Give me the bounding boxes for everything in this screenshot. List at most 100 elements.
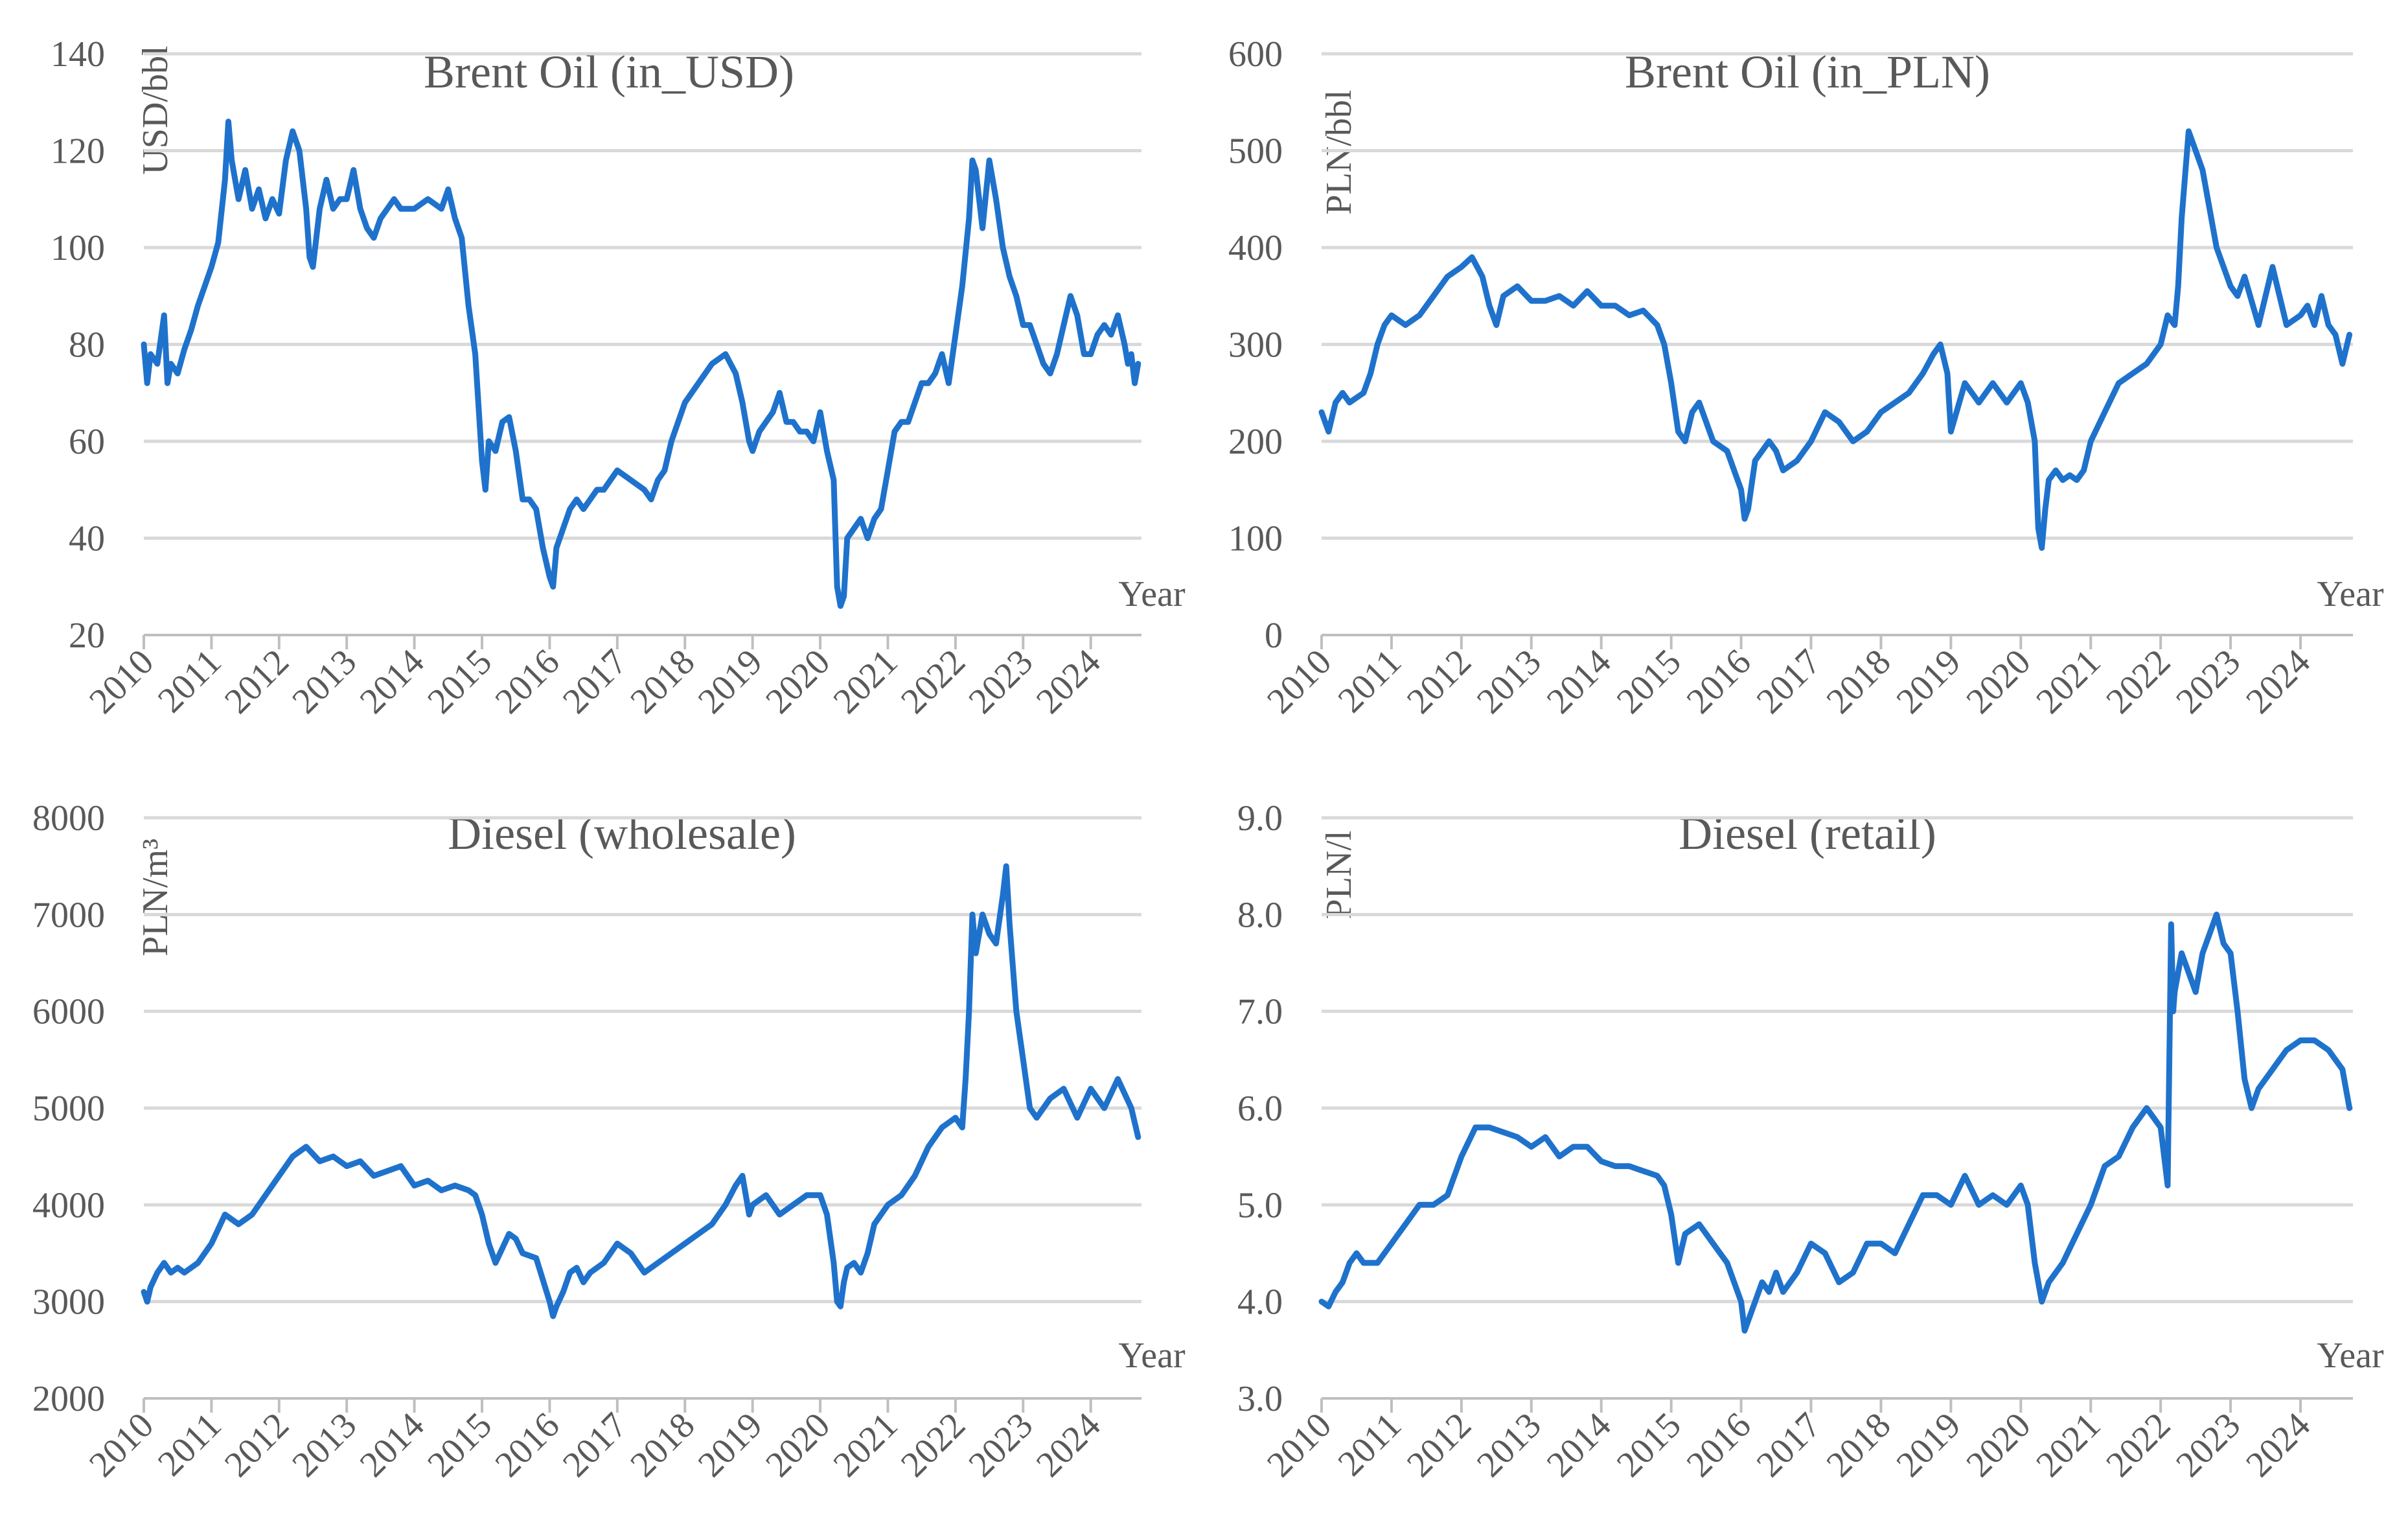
panel-brent-usd-ylabel: USD/bbl (135, 45, 176, 174)
panel-brent-usd: Brent Oil (in_USD) USD/bbl Year 20406080… (51, 34, 1186, 721)
panel-brent-usd-ytick-label: 100 (51, 228, 105, 268)
panel-diesel-wholesale-ytick-label: 7000 (32, 895, 105, 935)
panel-diesel-retail-xlabel: Year (2317, 1336, 2384, 1376)
panel-brent-pln-xtick-label: 2016 (1679, 642, 1759, 721)
panel-diesel-retail-ytick-label: 5.0 (1237, 1185, 1283, 1225)
panel-diesel-retail-xtick-label: 2023 (2168, 1405, 2248, 1485)
panel-diesel-wholesale-ytick-label: 2000 (32, 1379, 105, 1419)
panel-diesel-retail-ytick-label: 3.0 (1237, 1379, 1283, 1419)
panel-diesel-retail-xtick-label: 2019 (1889, 1405, 1969, 1485)
panel-diesel-retail-xtick-label: 2011 (1331, 1405, 1410, 1484)
panel-brent-usd-xtick-label: 2019 (691, 642, 770, 721)
panel-diesel-wholesale: Diesel (wholesale) PLN/m³ Year 2000 3000 4… (32, 798, 1186, 1485)
panel-brent-pln-xtick-label: 2019 (1889, 642, 1969, 721)
panel-brent-usd-xtick-label: 2016 (488, 642, 568, 721)
panel-diesel-wholesale-xtick-label: 2011 (150, 1405, 229, 1484)
panel-diesel-retail-series-line (1318, 911, 2353, 1334)
panel-diesel-wholesale-xtick-label: 2022 (893, 1405, 973, 1485)
panel-diesel-wholesale-xtick-label: 2012 (217, 1405, 297, 1485)
panel-diesel-wholesale-xtick-label: 2020 (758, 1405, 838, 1485)
panel-brent-pln-xtick-label: 2013 (1469, 642, 1549, 721)
panel-diesel-wholesale-xlabel: Year (1118, 1336, 1186, 1376)
panel-brent-pln: Brent Oil (in_PLN) PLN/bbl Year 01002003… (1228, 34, 2384, 721)
panel-brent-pln-xtick-label: 2017 (1749, 642, 1829, 721)
panel-brent-usd-xtick-label: 2011 (150, 642, 229, 721)
panel-diesel-retail-xtick-label: 2012 (1399, 1405, 1479, 1485)
panel-diesel-retail-xtick-label: 2024 (2238, 1405, 2318, 1485)
panel-brent-pln-xtick-label: 2020 (1958, 642, 2038, 721)
panel-diesel-wholesale-ylabel: PLN/m³ (135, 839, 176, 956)
panel-brent-usd-ytick-label: 20 (69, 616, 105, 656)
panel-brent-pln-ytick-label: 600 (1228, 34, 1283, 75)
panel-brent-pln-ytick-label: 100 (1228, 519, 1283, 559)
panel-diesel-wholesale-xtick-label: 2024 (1029, 1405, 1108, 1485)
panel-diesel-retail-ytick-label: 9.0 (1237, 798, 1283, 839)
panel-brent-pln-xtick-label: 2023 (2168, 642, 2248, 721)
panel-diesel-retail-xtick-label: 2017 (1749, 1405, 1829, 1485)
panel-brent-usd-xtick-label: 2017 (555, 642, 635, 721)
panel-diesel-wholesale-xtick-label: 2019 (691, 1405, 770, 1485)
panel-brent-usd-xtick-label: 2020 (758, 642, 838, 721)
panel-diesel-retail-xtick-label: 2014 (1539, 1405, 1619, 1485)
panel-diesel-wholesale-xtick-label: 2017 (555, 1405, 635, 1485)
panel-diesel-wholesale-xtick-label: 2016 (488, 1405, 568, 1485)
panel-diesel-retail-ytick-label: 7.0 (1237, 992, 1283, 1032)
panel-diesel-retail-ytick-label: 6.0 (1237, 1089, 1283, 1129)
panel-diesel-wholesale-title: Diesel (wholesale) (448, 807, 796, 859)
panel-brent-pln-xtick-label: 2024 (2238, 642, 2318, 721)
panel-diesel-wholesale-xtick-label: 2014 (352, 1405, 432, 1485)
panel-diesel-wholesale-ytick-label: 8000 (32, 798, 105, 839)
panel-brent-usd-xtick-label: 2018 (623, 642, 702, 721)
panel-diesel-wholesale-series-line (141, 863, 1141, 1319)
panel-diesel-retail-xtick-label: 2020 (1958, 1405, 2038, 1485)
panel-diesel-wholesale-xtick-label: 2015 (420, 1405, 499, 1485)
panel-brent-pln-xtick-label: 2015 (1609, 642, 1689, 721)
panel-brent-pln-xlabel: Year (2317, 574, 2384, 614)
panel-diesel-retail-xtick-label: 2016 (1679, 1405, 1759, 1485)
panel-brent-usd-ytick-label: 120 (51, 132, 105, 172)
panel-diesel-wholesale-xtick-label: 2018 (623, 1405, 702, 1485)
panel-brent-usd-xtick-label: 2021 (826, 642, 906, 721)
panel-brent-usd-ytick-label: 140 (51, 34, 105, 75)
panel-diesel-retail-ytick-label: 4.0 (1237, 1282, 1283, 1323)
panel-brent-pln-ytick-label: 0 (1265, 616, 1283, 656)
panel-diesel-retail-xtick-label: 2021 (2028, 1405, 2108, 1485)
panel-brent-pln-ytick-label: 300 (1228, 325, 1283, 365)
panel-brent-usd-xtick-label: 2014 (352, 642, 432, 721)
panel-diesel-wholesale-xtick-label: 2023 (961, 1405, 1040, 1485)
panel-brent-usd-xtick-label: 2022 (893, 642, 973, 721)
panel-diesel-retail-xtick-label: 2022 (2098, 1405, 2178, 1485)
panel-brent-pln-xtick-label: 2022 (2098, 642, 2178, 721)
panel-brent-pln-xtick-label: 2014 (1539, 642, 1619, 721)
panel-diesel-retail-xtick-label: 2013 (1469, 1405, 1549, 1485)
panel-brent-usd-ytick-label: 40 (69, 519, 105, 559)
panel-brent-usd-xtick-label: 2012 (217, 642, 297, 721)
panel-diesel-wholesale-xtick-label: 2021 (826, 1405, 906, 1485)
panel-brent-usd-xtick-label: 2023 (961, 642, 1040, 721)
panel-brent-pln-xtick-label: 2012 (1399, 642, 1479, 721)
panel-brent-pln-series-line (1318, 128, 2353, 551)
panel-diesel-wholesale-ytick-label: 4000 (32, 1185, 105, 1225)
panel-diesel-retail-xtick-label: 2015 (1609, 1405, 1689, 1485)
panel-brent-pln-xtick-label: 2018 (1819, 642, 1899, 721)
panel-diesel-retail-ytick-label: 8.0 (1237, 895, 1283, 935)
panel-brent-usd-ytick-label: 60 (69, 422, 105, 462)
panel-brent-pln-xtick-label: 2021 (2028, 642, 2108, 721)
panel-diesel-wholesale-ytick-label: 5000 (32, 1089, 105, 1129)
panel-brent-usd-series-line (141, 119, 1141, 609)
panel-brent-usd-xtick-label: 2024 (1029, 642, 1108, 721)
panel-brent-usd-xlabel: Year (1118, 574, 1186, 614)
panel-diesel-retail-title: Diesel (retail) (1679, 807, 1936, 859)
panel-brent-usd-ytick-label: 80 (69, 325, 105, 365)
panel-brent-usd-xtick-label: 2013 (284, 642, 364, 721)
panel-brent-pln-ytick-label: 500 (1228, 132, 1283, 172)
panel-diesel-wholesale-ytick-label: 3000 (32, 1282, 105, 1323)
panel-brent-pln-xtick-label: 2011 (1331, 642, 1410, 721)
panel-brent-usd-xtick-label: 2015 (420, 642, 499, 721)
panel-diesel-retail-ylabel: PLN/l (1319, 831, 1359, 920)
panel-diesel-retail: Diesel (retail) PLN/l Year 3.0 4.0 5.0 6.0 7… (1237, 798, 2384, 1485)
panel-diesel-wholesale-ytick-label: 6000 (32, 992, 105, 1032)
panel-brent-pln-ytick-label: 200 (1228, 422, 1283, 462)
panel-diesel-wholesale-xtick-label: 2013 (284, 1405, 364, 1485)
